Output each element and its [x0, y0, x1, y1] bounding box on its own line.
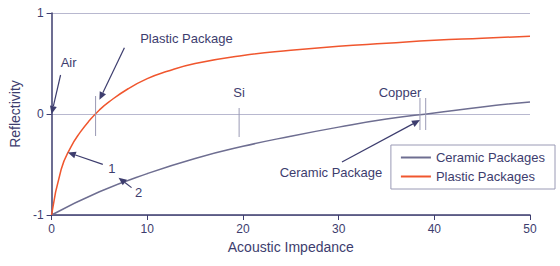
svg-text:0: 0: [48, 222, 55, 236]
svg-text:30: 30: [332, 222, 346, 236]
svg-text:Copper: Copper: [379, 85, 422, 100]
svg-text:10: 10: [141, 222, 155, 236]
svg-text:Si: Si: [233, 85, 245, 100]
svg-text:1: 1: [37, 6, 44, 20]
svg-text:20: 20: [236, 222, 250, 236]
svg-text:50: 50: [523, 222, 537, 236]
svg-text:0: 0: [37, 107, 44, 121]
svg-text:40: 40: [428, 222, 442, 236]
svg-text:-1: -1: [33, 208, 44, 222]
svg-text:Air: Air: [61, 55, 78, 70]
svg-text:1: 1: [108, 161, 115, 176]
svg-text:Ceramic Package: Ceramic Package: [280, 165, 383, 180]
svg-text:Plastic Packages: Plastic Packages: [436, 169, 535, 184]
svg-text:2: 2: [135, 185, 142, 200]
svg-text:Reflectivity: Reflectivity: [7, 80, 23, 148]
svg-text:Plastic Package: Plastic Package: [140, 31, 233, 46]
svg-text:Ceramic Packages: Ceramic Packages: [436, 150, 546, 165]
svg-text:Acoustic Impedance: Acoustic Impedance: [228, 239, 354, 255]
